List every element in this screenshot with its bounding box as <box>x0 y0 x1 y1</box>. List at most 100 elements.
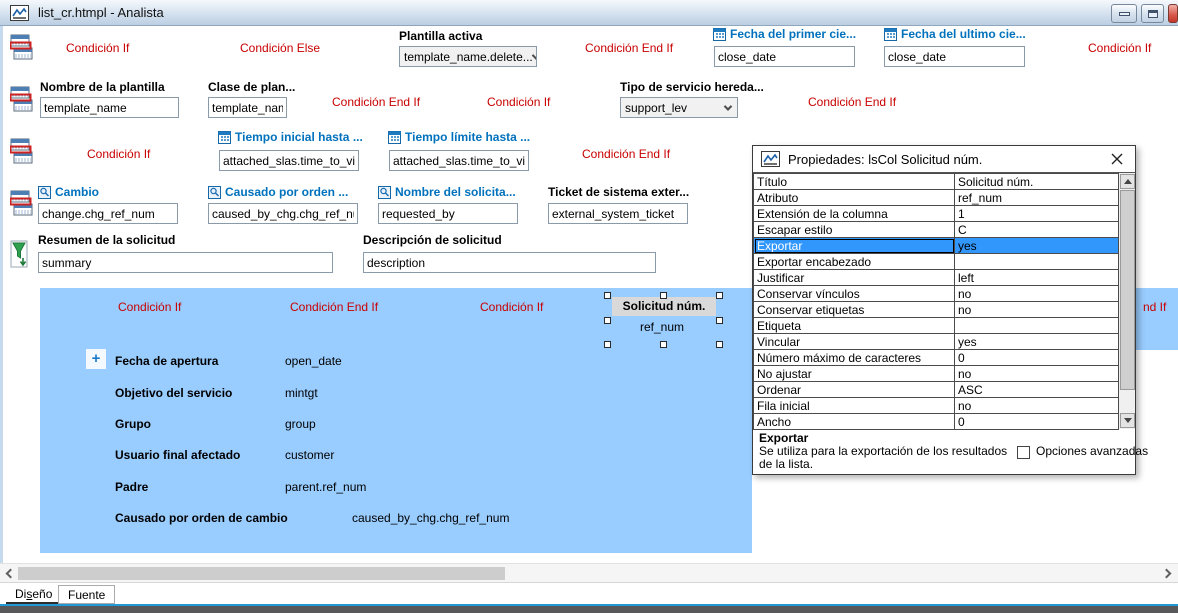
scroll-down-icon[interactable] <box>1120 413 1135 428</box>
list-row[interactable]: Causado por orden de cambio caused_by_ch… <box>0 511 752 527</box>
list-row[interactable]: Usuario final afectado customer <box>0 448 752 464</box>
form-group-icon[interactable] <box>9 86 33 116</box>
property-name[interactable]: Escapar estilo <box>753 221 955 238</box>
attached-slas-input[interactable] <box>389 150 529 171</box>
dialog-close-icon[interactable] <box>1107 149 1127 169</box>
advanced-options-label[interactable]: Opciones avanzadas <box>1036 444 1149 458</box>
scroll-right-icon[interactable] <box>1161 568 1172 579</box>
list-row[interactable]: Padre parent.ref_num <box>0 480 752 496</box>
property-name[interactable]: Vincular <box>753 333 955 350</box>
tab-design[interactable]: Diseño <box>6 585 62 604</box>
property-name[interactable]: Conservar etiquetas <box>753 301 955 318</box>
property-value[interactable]: yes <box>954 237 1119 254</box>
description-input[interactable] <box>363 252 656 273</box>
caused-by-chg-input[interactable] <box>208 203 358 224</box>
minimize-button[interactable] <box>1111 4 1137 23</box>
property-name[interactable]: Título <box>753 173 955 190</box>
plus-icon[interactable]: + <box>86 349 106 369</box>
property-row[interactable]: Justificar left <box>753 269 1119 286</box>
property-value[interactable]: 0 <box>954 349 1119 366</box>
property-row[interactable]: Ancho 0 <box>753 413 1119 430</box>
list-row-value[interactable]: open_date <box>285 354 342 368</box>
selection-handle[interactable] <box>716 317 723 324</box>
list-row-value[interactable]: customer <box>285 448 335 462</box>
condition-endif-label[interactable]: Condición End If <box>582 147 671 161</box>
scroll-left-icon[interactable] <box>5 568 16 579</box>
property-name[interactable]: Justificar <box>753 269 955 286</box>
property-name[interactable]: Extensión de la columna <box>753 205 955 222</box>
condition-if-label[interactable]: Condición If <box>480 300 544 314</box>
change-ref-input[interactable] <box>38 203 178 224</box>
list-row-value[interactable]: mintgt <box>285 386 318 400</box>
property-row[interactable]: Escapar estilo C <box>753 221 1119 238</box>
property-value[interactable]: no <box>954 365 1119 382</box>
form-group-icon[interactable] <box>9 138 33 168</box>
horizontal-scrollbar[interactable] <box>0 563 1178 582</box>
property-name[interactable]: Etiqueta <box>753 317 955 334</box>
property-value[interactable]: no <box>954 301 1119 318</box>
selection-handle[interactable] <box>716 292 723 299</box>
list-row-value[interactable]: group <box>285 417 316 431</box>
title-bar[interactable]: list_cr.htmpl - Analista <box>0 0 1178 26</box>
property-row-selected[interactable]: Exportar yes <box>753 237 1119 254</box>
attached-slas-input[interactable] <box>219 150 359 171</box>
property-value[interactable]: Solicitud núm. <box>954 173 1119 190</box>
condition-if-label[interactable]: Condición If <box>1088 41 1152 55</box>
property-value[interactable]: no <box>954 285 1119 302</box>
fecha-ultimo-cierre-label[interactable]: Fecha del ultimo cie... <box>884 27 1026 41</box>
property-value[interactable] <box>954 253 1119 270</box>
close-button[interactable] <box>1168 4 1178 23</box>
scroll-up-icon[interactable] <box>1120 174 1135 189</box>
property-name[interactable]: Exportar <box>753 237 955 254</box>
property-value[interactable]: ASC <box>954 381 1119 398</box>
property-name[interactable]: Ancho <box>753 413 955 430</box>
condition-if-label[interactable]: Condición If <box>487 95 551 109</box>
property-row[interactable]: Exportar encabezado <box>753 253 1119 270</box>
dialog-scrollbar[interactable] <box>1118 173 1135 429</box>
property-row[interactable]: Atributo ref_num <box>753 189 1119 206</box>
fecha-primer-cierre-label[interactable]: Fecha del primer cie... <box>713 27 856 41</box>
maximize-button[interactable] <box>1141 4 1164 23</box>
property-row[interactable]: Conservar vínculos no <box>753 285 1119 302</box>
property-value[interactable]: yes <box>954 333 1119 350</box>
summary-input[interactable] <box>38 252 333 273</box>
property-value[interactable] <box>954 317 1119 334</box>
condition-endif-label[interactable]: Condición End If <box>585 41 674 55</box>
scrollbar-thumb[interactable] <box>1120 190 1135 390</box>
tab-source[interactable]: Fuente <box>58 585 116 604</box>
property-row[interactable]: Ordenar ASC <box>753 381 1119 398</box>
scrollbar-thumb[interactable] <box>18 567 505 580</box>
property-name[interactable]: Fila inicial <box>753 397 955 414</box>
external-ticket-input[interactable] <box>548 203 688 224</box>
list-row-value[interactable]: parent.ref_num <box>285 480 367 494</box>
property-name[interactable]: Exportar encabezado <box>753 253 955 270</box>
dialog-title-bar[interactable]: Propiedades: lsCol Solicitud núm. <box>753 146 1135 173</box>
selection-handle[interactable] <box>660 341 667 348</box>
tipo-servicio-select[interactable]: support_lev <box>620 97 738 118</box>
condition-endif-label[interactable]: Condición End If <box>332 95 421 109</box>
selection-handle[interactable] <box>660 292 667 299</box>
tiempo-inicial-label[interactable]: Tiempo inicial hasta ... <box>218 130 363 144</box>
selected-list-column[interactable]: Solicitud núm. <box>612 297 716 316</box>
property-row[interactable]: Fila inicial no <box>753 397 1119 414</box>
form-group-icon[interactable] <box>9 34 33 64</box>
property-row[interactable]: Número máximo de caracteres 0 <box>753 349 1119 366</box>
property-value[interactable]: 0 <box>954 413 1119 430</box>
cambio-label[interactable]: Cambio <box>38 185 99 199</box>
close-date-input[interactable] <box>884 46 1025 67</box>
selection-handle[interactable] <box>604 317 611 324</box>
property-name[interactable]: Número máximo de caracteres <box>753 349 955 366</box>
list-row[interactable]: Fecha de apertura open_date <box>0 354 752 370</box>
property-row[interactable]: Título Solicitud núm. <box>753 173 1119 190</box>
template-name-input[interactable] <box>40 97 179 118</box>
property-name[interactable]: Ordenar <box>753 381 955 398</box>
condition-endif-label[interactable]: Condición End If <box>808 95 897 109</box>
plantilla-activa-select[interactable]: template_name.delete... <box>399 46 537 67</box>
property-row[interactable]: Extensión de la columna 1 <box>753 205 1119 222</box>
property-row[interactable]: Conservar etiquetas no <box>753 301 1119 318</box>
property-value[interactable]: 1 <box>954 205 1119 222</box>
property-name[interactable]: Atributo <box>753 189 955 206</box>
tiempo-limite-label[interactable]: Tiempo límite hasta ... <box>388 130 530 144</box>
property-name[interactable]: Conservar vínculos <box>753 285 955 302</box>
causado-por-orden-label[interactable]: Causado por orden ... <box>208 185 348 199</box>
